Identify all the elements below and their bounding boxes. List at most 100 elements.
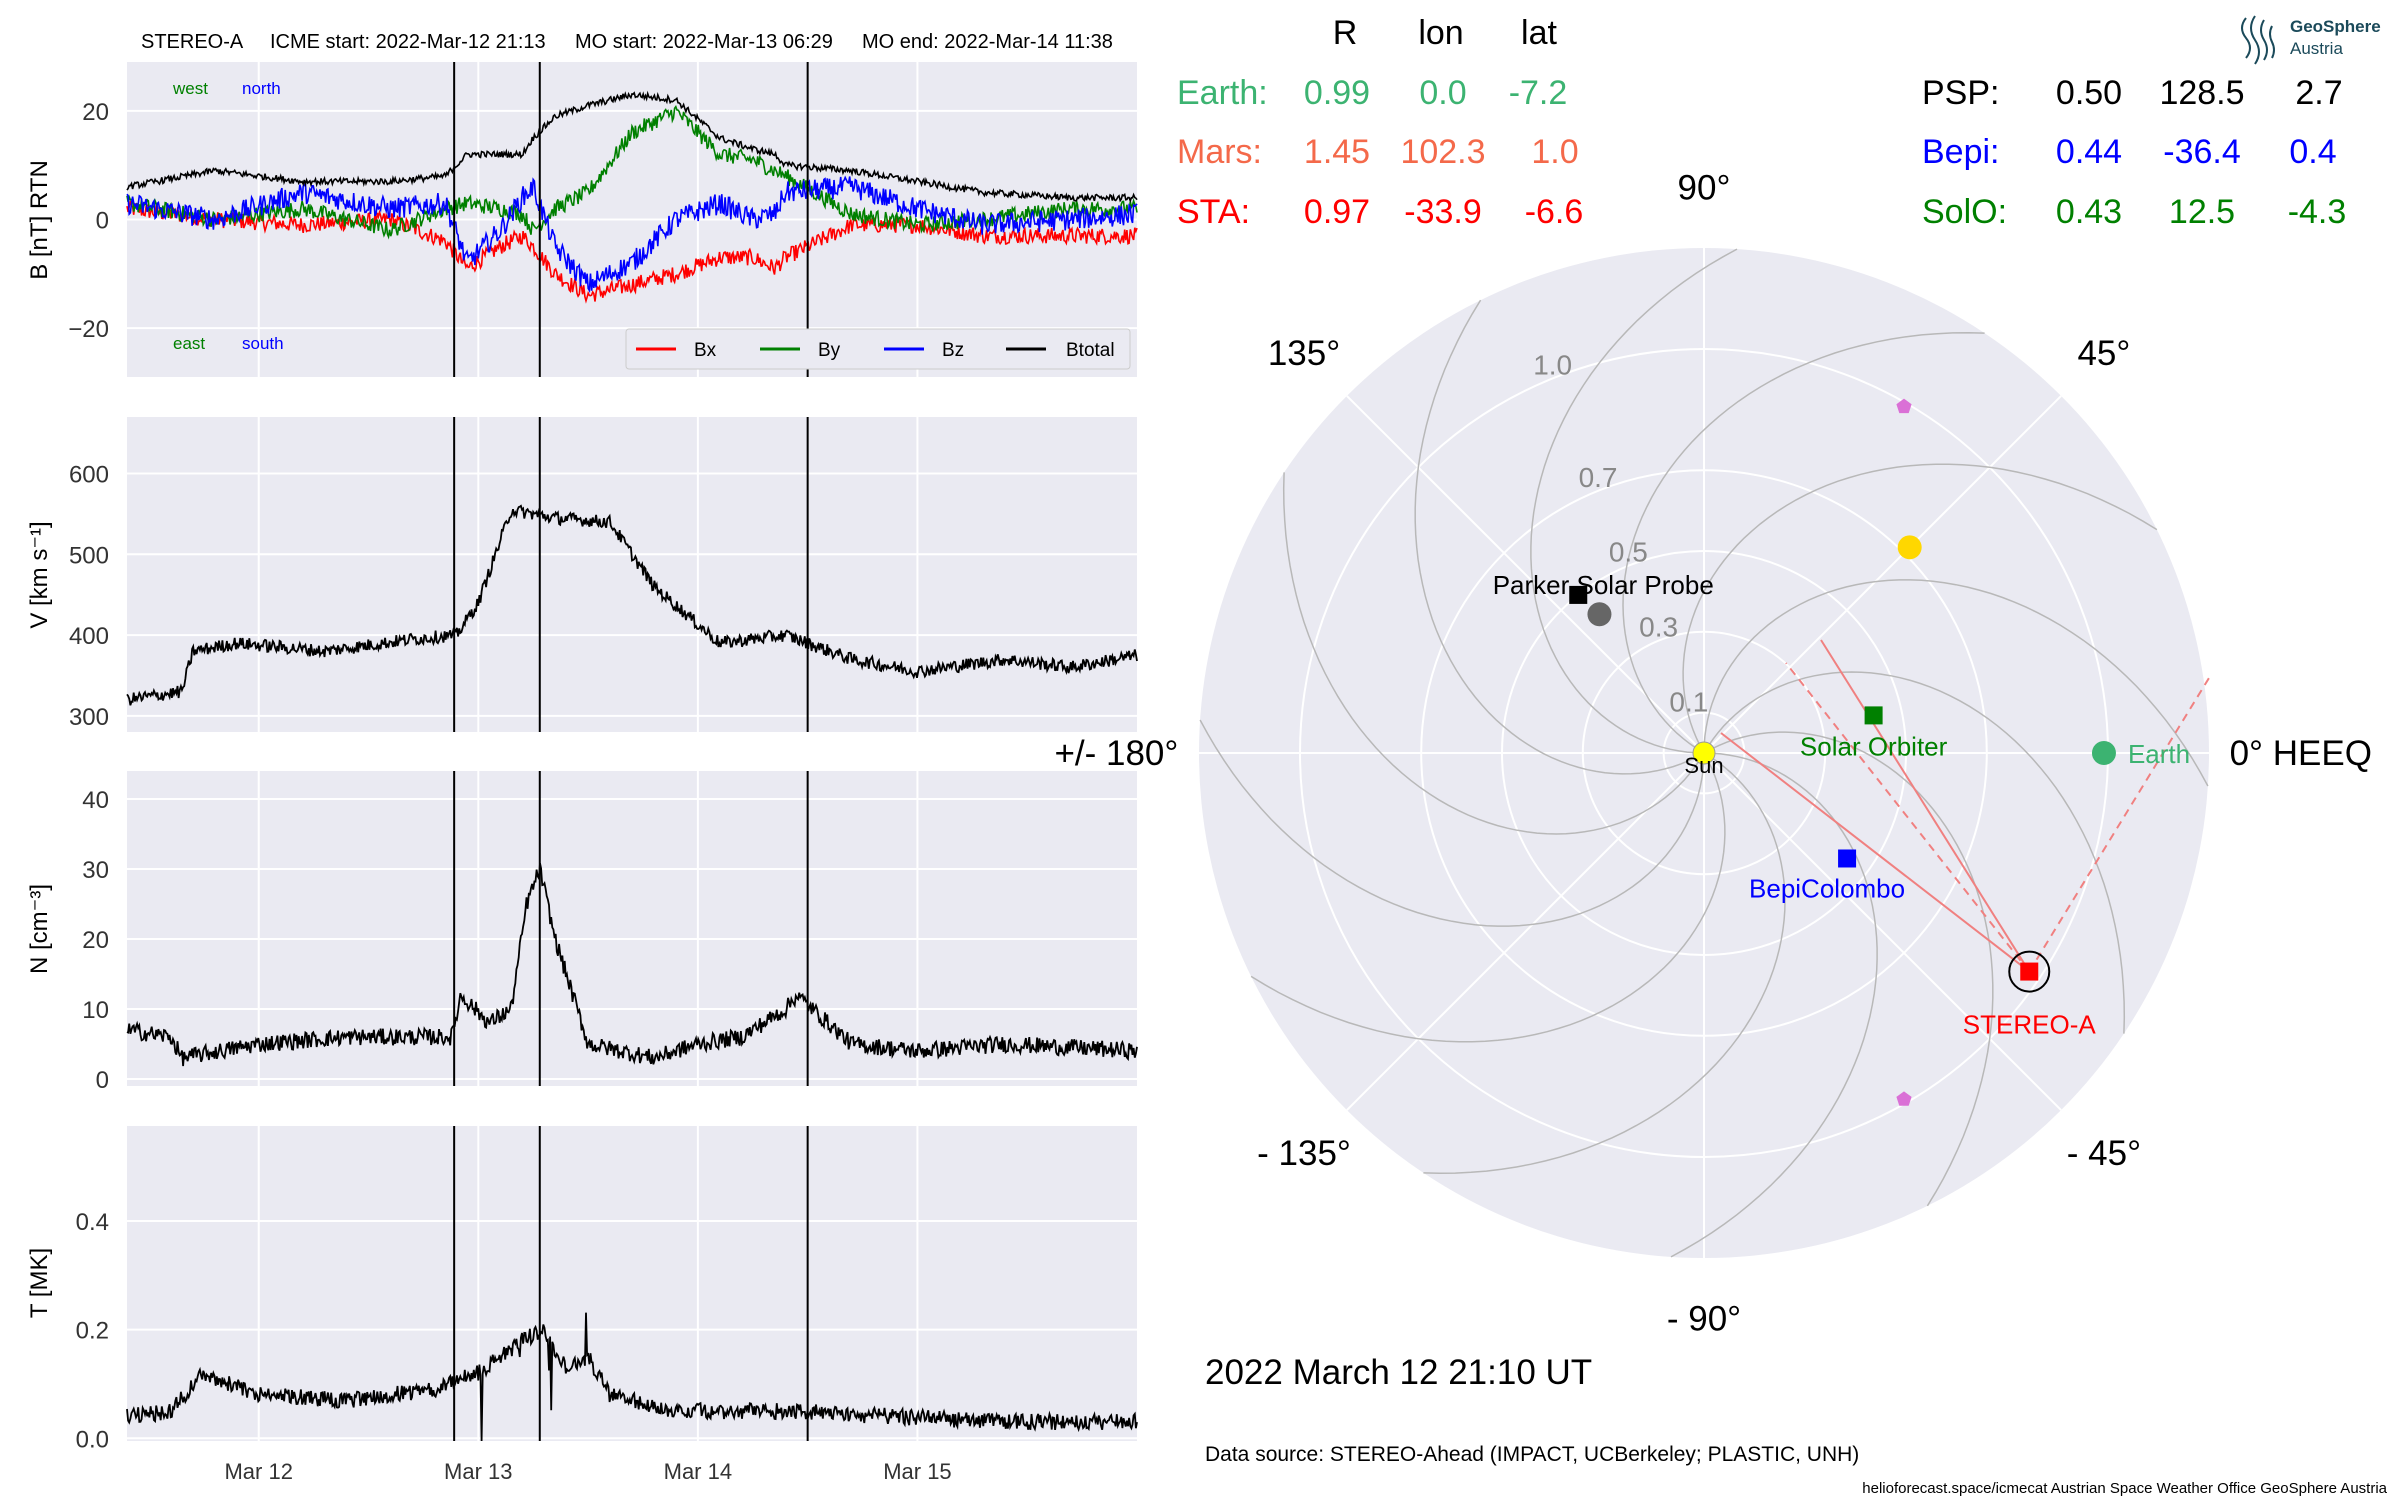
y-tick-label: −20: [68, 316, 109, 343]
solar-orbiter-label: Solar Orbiter: [1800, 731, 1948, 761]
angle-label: 90°: [1678, 168, 1731, 207]
y-tick-label: 500: [69, 542, 109, 569]
table-header-r: R: [1333, 14, 1358, 52]
table-earth-r: 0.99: [1304, 74, 1370, 112]
table-earth-name: Earth:: [1177, 74, 1268, 112]
series-line-v: [126, 504, 1138, 706]
y-tick-label: 30: [82, 857, 109, 884]
y-tick-label: 0: [96, 1067, 109, 1094]
header-icme-start: ICME start: 2022-Mar-12 21:13: [270, 31, 546, 53]
data-source: Data source: STEREO-Ahead (IMPACT, UCBer…: [1205, 1443, 1859, 1466]
table-bepi-r: 0.44: [2056, 133, 2122, 171]
y-tick-label: 20: [82, 927, 109, 954]
panel-b-legend: Bx By Bz Btotal: [625, 328, 1131, 370]
angle-label: - 90°: [1667, 1300, 1741, 1339]
parker-spiral-line: [1670, 752, 1878, 1258]
table-psp-name: PSP:: [1922, 74, 1999, 112]
angular-grid-line: [1703, 395, 2062, 754]
series-line-bz: [126, 175, 1138, 294]
panel-t-series: [126, 1312, 1138, 1442]
y-tick-label: 300: [69, 704, 109, 731]
x-tick-label: Mar 14: [664, 1459, 732, 1484]
table-sta-r: 0.97: [1304, 193, 1370, 231]
panel-b-series: [126, 90, 1138, 304]
table-header-lon: lon: [1418, 14, 1463, 52]
parker-solar-probe-label: Parker Solar Probe: [1493, 570, 1714, 600]
panel-t-y-ticks: 0.0 0.2 0.4: [76, 1209, 109, 1453]
table-row-bepi: Bepi: 0.44 -36.4 0.4: [1922, 133, 2337, 171]
logo-text-line1: GeoSphere: [2290, 17, 2381, 36]
series-line-t: [126, 1312, 1138, 1442]
y-tick-label: 0: [96, 208, 109, 235]
panel-t-event-lines: [453, 1126, 809, 1441]
y-tick-label: 10: [82, 997, 109, 1024]
angular-grid-line: [1703, 752, 2062, 1111]
legend-label-bx: Bx: [694, 340, 717, 361]
fov-line: [2028, 677, 2210, 973]
header-mo-end: MO end: 2022-Mar-14 11:38: [862, 31, 1113, 53]
panel-density: 0 10 20 30 40 N [cm⁻³]: [26, 771, 1138, 1094]
footer-text: helioforecast.space/icmecat Austrian Spa…: [1862, 1480, 2387, 1497]
parker-spiral-line: [1703, 579, 2209, 787]
radial-tick-label: 0.3: [1639, 612, 1678, 643]
angle-label: +/- 180°: [1054, 734, 1178, 773]
parker-spiral-line: [1622, 331, 1985, 754]
sun-label: Sun: [1684, 753, 1723, 778]
panel-n-y-ticks: 0 10 20 30 40: [82, 787, 109, 1094]
label-south: south: [242, 334, 284, 353]
parker-spiral-line: [1530, 248, 1738, 754]
legend-label-bz: Bz: [942, 340, 964, 361]
table-row-solo: SolO: 0.43 12.5 -4.3: [1922, 193, 2346, 231]
table-solo-lon: 12.5: [2169, 193, 2235, 231]
table-psp-lat: 2.7: [2295, 74, 2342, 112]
panel-n-event-lines: [453, 771, 809, 1086]
x-tick-label: Mar 15: [883, 1459, 951, 1484]
series-line-bx: [126, 200, 1138, 304]
parker-spiral-line: [1703, 731, 1994, 1207]
panel-t-ylabel: T [MK]: [26, 1248, 53, 1318]
table-psp-r: 0.50: [2056, 74, 2122, 112]
series-line-btotal: [126, 90, 1138, 203]
panel-t-background: [127, 1126, 1137, 1441]
panel-t-grid: [127, 1126, 1137, 1441]
header-mo-start: MO start: 2022-Mar-13 06:29: [575, 31, 833, 53]
bepicolombo-marker: [1838, 849, 1857, 868]
label-east: east: [173, 334, 205, 353]
panel-b-y-ticks: −20 0 20: [68, 99, 109, 343]
panel-v-y-ticks: 300 400 500 600: [69, 462, 109, 731]
table-earth-lat: -7.2: [1509, 74, 1568, 112]
mercury-marker: [1587, 602, 1612, 627]
table-bepi-lon: -36.4: [2163, 133, 2241, 171]
panel-v-series: [126, 504, 1138, 706]
y-tick-label: 40: [82, 787, 109, 814]
panel-v-background: [127, 417, 1137, 732]
stereo-a-marker: [2020, 962, 2039, 981]
parker-spiral-line: [1682, 463, 2158, 754]
panel-v-ylabel: V [km s⁻¹]: [26, 521, 53, 628]
solar-orbiter-marker: [1864, 706, 1883, 725]
parker-spiral-line: [1250, 752, 1726, 1043]
legend-box: [625, 328, 1131, 370]
panel-n-ylabel: N [cm⁻³]: [26, 884, 53, 974]
table-psp-lon: 128.5: [2159, 74, 2244, 112]
angle-label: - 45°: [2067, 1134, 2141, 1173]
fov-line: [1785, 662, 2031, 973]
y-tick-label: 0.0: [76, 1426, 109, 1453]
table-mars-lat: 1.0: [1531, 133, 1578, 171]
parker-spiral-line: [1414, 299, 1705, 775]
logo-icon: [2241, 15, 2275, 65]
fov-line: [1720, 732, 2030, 973]
radial-tick-label: 0.1: [1669, 687, 1708, 718]
y-tick-label: 0.4: [76, 1209, 109, 1236]
event-header: STEREO-A ICME start: 2022-Mar-12 21:13 M…: [141, 31, 1113, 53]
label-north: north: [242, 79, 281, 98]
table-sta-name: STA:: [1177, 193, 1250, 231]
table-sta-lon: -33.9: [1404, 193, 1482, 231]
table-row-sta: STA: 0.97 -33.9 -6.6: [1177, 193, 1583, 231]
stereo-a-label: STEREO-A: [1963, 1010, 2097, 1040]
y-tick-label: 20: [82, 99, 109, 126]
table-bepi-name: Bepi:: [1922, 133, 2000, 171]
table-solo-r: 0.43: [2056, 193, 2122, 231]
polar-radial-tick-labels: 0.1 0.3 0.5 0.7 1.0: [1533, 349, 1708, 717]
angular-grid-line: [1346, 395, 1705, 754]
